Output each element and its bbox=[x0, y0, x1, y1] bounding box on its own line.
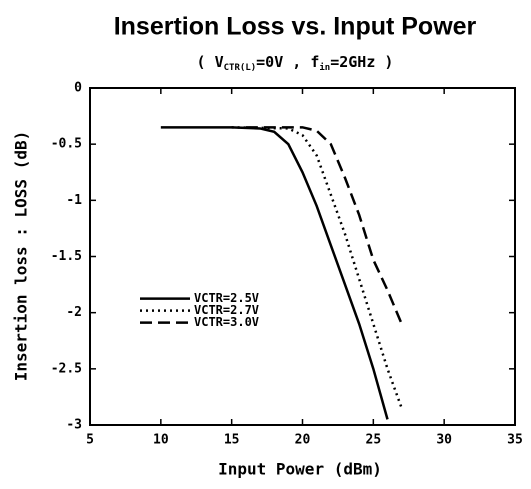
x-tick-label: 5 bbox=[86, 433, 94, 448]
x-tick-label: 25 bbox=[366, 433, 382, 448]
x-tick-label: 15 bbox=[224, 433, 240, 448]
plot-frame bbox=[89, 87, 516, 426]
subtitle-part: =2GHz ) bbox=[330, 53, 393, 71]
x-tick-label: 10 bbox=[153, 433, 169, 448]
y-tick-label: -2 bbox=[66, 305, 82, 320]
y-tick-label: -1 bbox=[66, 193, 82, 208]
y-tick-label: 0 bbox=[74, 81, 82, 96]
y-axis-label: Insertion loss : LOSS (dB) bbox=[12, 131, 31, 381]
x-tick-label: 20 bbox=[295, 433, 311, 448]
legend-label: VCTR=2.5V bbox=[194, 291, 259, 305]
y-tick-label: -2.5 bbox=[51, 361, 82, 376]
y-tick-label: -3 bbox=[66, 418, 82, 433]
series-line bbox=[245, 126, 403, 325]
subtitle-part: ( V bbox=[197, 53, 224, 71]
x-axis-label: Input Power (dBm) bbox=[218, 460, 382, 479]
subtitle-subscript: CTR(L) bbox=[224, 63, 257, 73]
x-tick-label: 30 bbox=[436, 433, 452, 448]
x-tick-label: 35 bbox=[507, 433, 523, 448]
chart-subtitle: ( VCTR(L)=0V , fin=2GHz ) bbox=[197, 53, 394, 73]
legend-label: VCTR=3.0V bbox=[194, 315, 259, 329]
subtitle-subscript: in bbox=[319, 62, 330, 73]
y-tick-label: -0.5 bbox=[51, 137, 82, 152]
chart-title: Insertion Loss vs. Input Power bbox=[114, 13, 477, 41]
y-tick-label: -1.5 bbox=[51, 249, 82, 264]
legend-label: VCTR=2.7V bbox=[194, 303, 259, 317]
subtitle-part: =0V , f bbox=[256, 53, 319, 71]
series-line bbox=[160, 126, 389, 420]
